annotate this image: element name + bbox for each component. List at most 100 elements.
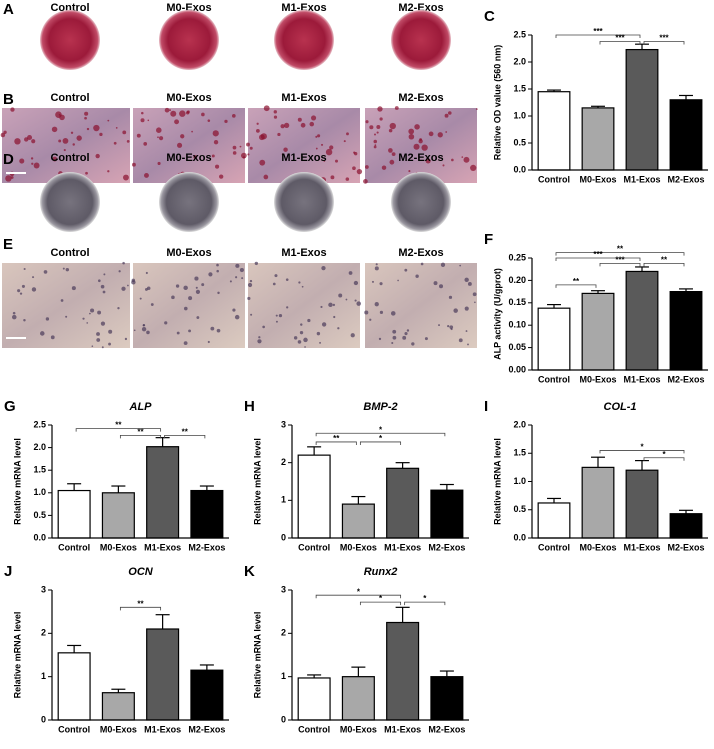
micrograph-texture [216, 263, 219, 267]
micrograph-texture [421, 144, 428, 151]
micrograph-texture [122, 261, 125, 265]
micrograph-texture [376, 125, 381, 130]
micrograph-texture [21, 284, 25, 288]
bar [386, 467, 420, 539]
bar [146, 628, 180, 721]
column-label: Control [50, 2, 89, 14]
significance-label: * [379, 425, 383, 434]
x-tick-label: M0-Exos [340, 542, 377, 552]
bar [297, 454, 331, 539]
micrograph-texture [461, 156, 464, 158]
micrograph-texture [345, 177, 350, 181]
micrograph-texture [390, 311, 396, 316]
micrograph-texture [281, 153, 284, 156]
micrograph-texture [440, 262, 446, 267]
micrograph-texture [442, 164, 445, 167]
micrograph-texture [100, 321, 106, 326]
micrograph-texture [299, 331, 304, 335]
micrograph-texture [62, 267, 65, 270]
column-label: Control [50, 92, 89, 104]
micrograph-texture [381, 165, 387, 170]
chart-title: BMP-2 [363, 401, 397, 413]
micrograph-texture [96, 332, 100, 336]
micrograph-texture [183, 341, 188, 346]
micrograph-texture [100, 284, 105, 289]
micrograph-texture [250, 313, 253, 316]
micrograph-texture [201, 283, 205, 287]
micrograph [248, 108, 360, 183]
micrograph-texture [332, 303, 336, 307]
micrograph-texture [150, 303, 154, 306]
bar [430, 676, 464, 721]
significance-bracket [599, 262, 641, 267]
micrograph-texture [320, 143, 324, 146]
micrograph-texture [420, 262, 424, 266]
y-tick-label: 0.5 [33, 510, 46, 520]
micrograph-texture [433, 281, 438, 286]
micrograph-texture [280, 124, 285, 129]
bar [581, 466, 615, 539]
y-axis-label: Relative OD value (560 nm) [492, 45, 502, 161]
x-tick-label: M0-Exos [100, 542, 137, 552]
y-tick-label: 0.10 [508, 320, 526, 330]
micrograph-texture [212, 130, 219, 137]
micrograph-texture [350, 333, 355, 338]
y-tick-label: 3 [41, 584, 46, 594]
micrograph-texture [142, 323, 146, 327]
micrograph-texture [207, 340, 210, 344]
y-tick-label: 2 [41, 628, 46, 638]
micrograph-texture [309, 121, 315, 127]
y-tick-label: 0.5 [513, 504, 526, 514]
micrograph-texture [389, 122, 396, 130]
micrograph-texture [19, 158, 25, 164]
micrograph-texture [328, 302, 333, 308]
bar [190, 489, 224, 539]
micrograph-texture [379, 310, 384, 315]
micrograph-texture [95, 153, 100, 159]
micrograph-texture [343, 140, 346, 143]
culture-dish [159, 10, 219, 70]
micrograph-texture [201, 112, 205, 117]
micrograph-texture [183, 306, 188, 311]
micrograph-texture [376, 131, 379, 134]
significance-label: ** [333, 434, 340, 443]
micrograph-texture [63, 148, 66, 152]
micrograph-texture [121, 286, 126, 291]
micrograph-texture [70, 131, 74, 134]
column-label: M2-Exos [398, 2, 443, 14]
micrograph-texture [338, 293, 343, 298]
micrograph-texture [346, 132, 349, 136]
significance-bracket [599, 450, 685, 454]
micrograph-texture [275, 320, 278, 323]
micrograph-texture [210, 326, 215, 331]
significance-label: *** [593, 250, 603, 259]
significance-bracket [315, 432, 446, 437]
y-tick-label: 0.20 [508, 275, 526, 285]
micrograph-texture [235, 276, 238, 279]
micrograph-texture [156, 127, 162, 133]
y-tick-label: 1 [281, 495, 286, 505]
micrograph-texture [10, 107, 15, 112]
micrograph-texture [464, 277, 469, 282]
y-tick-label: 3 [281, 419, 286, 429]
micrograph-texture [17, 289, 21, 293]
significance-bracket [555, 257, 641, 261]
micrograph-texture [408, 128, 415, 135]
y-axis-label: Relative mRNA level [12, 438, 22, 525]
y-tick-label: 3 [281, 584, 286, 594]
y-tick-label: 0.00 [508, 364, 526, 374]
x-tick-label: M1-Exos [144, 542, 181, 552]
micrograph-texture [235, 263, 240, 268]
micrograph-texture [86, 127, 90, 131]
micrograph-texture [439, 284, 444, 289]
micrograph-texture [0, 132, 6, 138]
micrograph-texture [132, 162, 136, 167]
significance-label: * [379, 594, 383, 603]
micrograph-texture [257, 339, 262, 344]
x-tick-label: M1-Exos [384, 724, 421, 734]
micrograph-texture [93, 124, 100, 132]
micrograph-texture [31, 139, 36, 144]
bar [669, 99, 703, 171]
micrograph-texture [317, 134, 321, 138]
panel-letter: J [4, 563, 12, 580]
